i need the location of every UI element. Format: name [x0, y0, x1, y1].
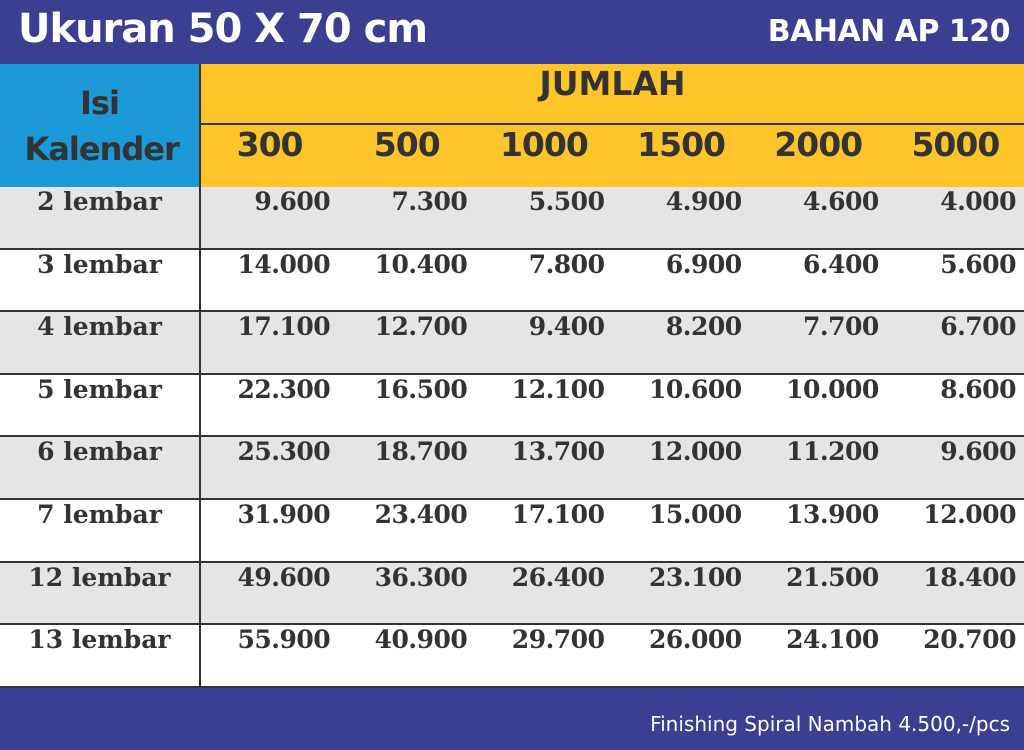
price-cell: 13.900 [786, 500, 879, 529]
row-label: 13 lembar [0, 625, 201, 688]
price-cell: 22.300 [237, 374, 331, 404]
price-cell: 6.400 [803, 249, 879, 279]
table-row [0, 437, 1024, 500]
table-row [0, 500, 1024, 563]
price-cell: 21.500 [786, 562, 879, 592]
price-cell: 29.700 [511, 625, 605, 655]
price-cell: 49.600 [237, 562, 331, 592]
page-title: Ukuran 50 X 70 cm [18, 6, 428, 52]
price-cell: 55.900 [237, 625, 331, 655]
table-row [0, 249, 1024, 313]
price-cell: 13.700 [511, 437, 605, 467]
price-cell: 23.400 [374, 500, 468, 529]
corner-header: Isi Kalender [0, 64, 201, 187]
group-header: JUMLAH [201, 64, 1024, 125]
row-label: 3 lembar [0, 249, 201, 312]
price-cell: 6.900 [665, 249, 742, 279]
price-cell: 40.900 [374, 625, 468, 655]
price-cell: 4.900 [665, 187, 742, 216]
column-header: 500 [373, 125, 441, 164]
header-background [201, 64, 1024, 187]
price-cell: 23.100 [648, 562, 742, 592]
price-cell: 16.500 [374, 374, 468, 404]
price-cell: 7.700 [803, 312, 879, 342]
price-cell: 17.100 [237, 312, 331, 342]
row-label: 7 lembar [0, 500, 201, 562]
column-header: 1000 [499, 125, 589, 164]
price-cell: 5.500 [528, 187, 605, 216]
column-header: 1500 [637, 125, 726, 164]
footer-note: Finishing Spiral Nambah 4.500,-/pcs [650, 712, 1010, 736]
price-cell: 7.300 [391, 187, 468, 216]
price-cell: 26.000 [648, 625, 742, 655]
price-cell: 5.600 [940, 249, 1016, 279]
price-cell: 24.100 [786, 625, 879, 655]
price-cell: 12.700 [374, 312, 468, 342]
material-label: BAHAN AP 120 [767, 14, 1011, 49]
price-cell: 6.700 [940, 312, 1016, 342]
price-cell: 9.600 [254, 187, 331, 216]
header-bar [0, 0, 1024, 64]
price-cell: 10.600 [648, 374, 742, 404]
price-cell: 18.400 [923, 562, 1016, 592]
price-cell: 12.100 [511, 374, 605, 404]
corner-text: Isi Kalender [24, 83, 180, 168]
price-cell: 4.600 [803, 187, 879, 216]
price-cell: 10.400 [374, 249, 468, 279]
price-cell: 11.200 [786, 437, 879, 467]
price-cell: 15.000 [648, 500, 742, 529]
price-cell: 4.000 [940, 187, 1016, 216]
column-header: 2000 [774, 125, 863, 164]
price-cell: 8.200 [665, 312, 742, 342]
price-cell: 10.000 [786, 374, 879, 404]
table-row [0, 625, 1024, 688]
price-cell: 36.300 [374, 562, 468, 592]
price-cell: 12.000 [923, 500, 1016, 529]
row-label: 4 lembar [0, 312, 201, 375]
price-cell: 20.700 [923, 625, 1016, 655]
table-row [0, 562, 1024, 626]
column-header: 300 [236, 125, 304, 164]
table-row [0, 312, 1024, 375]
table-row [0, 187, 1024, 250]
row-label: 2 lembar [0, 187, 201, 249]
price-cell: 26.400 [511, 562, 605, 592]
price-cell: 31.900 [237, 500, 331, 529]
row-label: 6 lembar [0, 437, 201, 500]
column-header: 5000 [911, 125, 1000, 164]
footer-bar [0, 688, 1024, 750]
price-cell: 25.300 [237, 437, 331, 467]
price-cell: 12.000 [648, 437, 742, 467]
price-cell: 7.800 [528, 249, 605, 279]
row-label: 5 lembar [0, 374, 201, 437]
price-cell: 14.000 [237, 249, 331, 279]
table-row [0, 374, 1024, 438]
price-cell: 9.400 [528, 312, 605, 342]
price-cell: 17.100 [511, 500, 605, 529]
price-cell: 9.600 [940, 437, 1016, 467]
price-cell: 18.700 [374, 437, 468, 467]
price-cell: 8.600 [940, 374, 1016, 404]
row-label: 12 lembar [0, 562, 201, 625]
